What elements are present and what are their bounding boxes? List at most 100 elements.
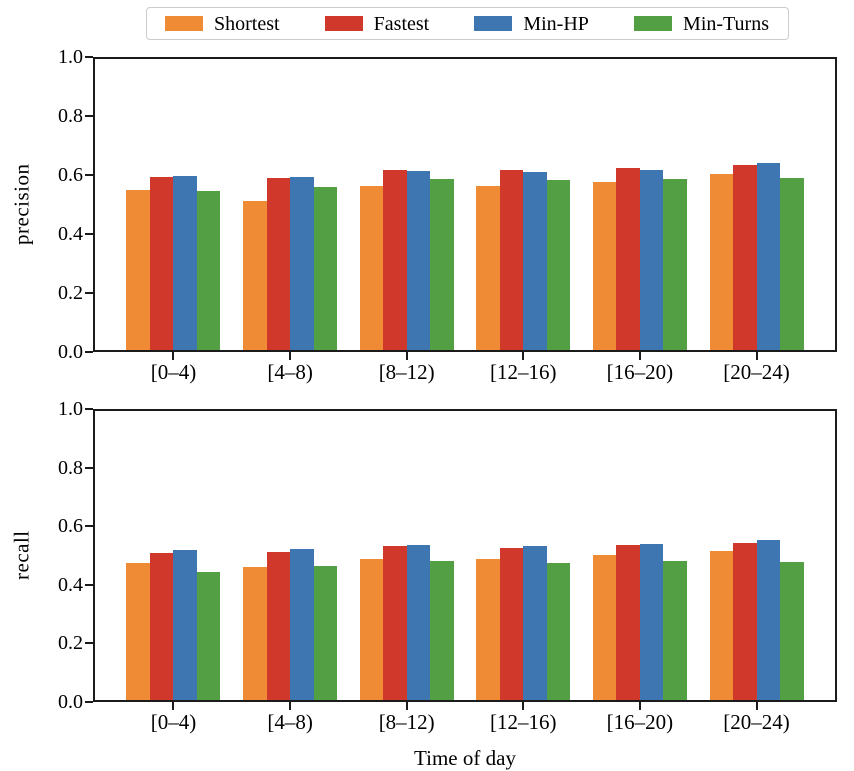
bar-min-hp-[0–4): [173, 550, 197, 700]
y-tick-label: 0.6: [58, 164, 83, 186]
bar-min-turns-[12–16): [546, 562, 571, 700]
bar-shortest-[16–20): [592, 554, 617, 700]
y-tick-mark: [85, 233, 93, 235]
bar-fastest-[12–16): [499, 547, 524, 700]
y-tick-mark: [85, 583, 93, 586]
x-tick-label: [20–24): [723, 710, 790, 734]
bar-min-turns-[0–4): [196, 571, 221, 700]
legend-entry-fastest: Fastest: [324, 12, 430, 35]
x-tick-mark: [172, 702, 175, 710]
x-tick-label: [12–16): [490, 360, 557, 384]
legend-label-fastest: Fastest: [373, 12, 430, 35]
x-tick-label: [16–20): [606, 360, 674, 384]
legend-swatch-min-hp: [474, 16, 513, 31]
legend-swatch-min-turns: [634, 16, 673, 31]
x-tick-label: [4–8): [267, 710, 313, 734]
y-tick-label: 1.0: [58, 398, 83, 420]
recall-plot-area: [93, 409, 837, 702]
bar-group-[12–16): [476, 409, 571, 700]
y-tick-mark: [85, 174, 93, 176]
bar-min-hp-[4–8): [290, 548, 314, 700]
bar-group-[4–8): [243, 57, 338, 350]
legend-entry-min-hp: Min-HP: [474, 14, 589, 34]
bar-min-turns-[4–8): [313, 566, 338, 700]
bar-fastest-[0–4): [149, 553, 174, 700]
bar-min-hp-[8–12): [406, 171, 431, 350]
bar-group-[20–24): [709, 57, 804, 350]
bar-fastest-[4–8): [266, 551, 291, 700]
bar-min-hp-[12–16): [523, 171, 547, 350]
legend-label-min-hp: Min-HP: [523, 12, 589, 35]
bar-fastest-[16–20): [616, 545, 640, 700]
x-tick-mark: [289, 702, 292, 710]
bar-min-hp-[4–8): [290, 176, 314, 350]
y-tick-label: 0.4: [58, 223, 83, 245]
y-tick-label: 0.2: [58, 282, 83, 304]
bar-group-[8–12): [359, 409, 454, 700]
x-tick-label: [12–16): [490, 710, 557, 734]
y-tick-label: 0.0: [58, 691, 83, 713]
x-tick-label: [8–12): [378, 360, 435, 384]
bar-min-turns-[0–4): [196, 191, 221, 350]
x-axis-label-time-of-day: Time of day: [414, 746, 516, 770]
bar-shortest-[12–16): [476, 559, 500, 700]
bar-min-turns-[12–16): [546, 180, 571, 350]
bar-fastest-[20–24): [733, 164, 757, 350]
x-tick-mark: [172, 352, 175, 360]
y-tick-label: 0.8: [58, 456, 83, 479]
y-tick-label: 0.8: [58, 105, 83, 127]
bar-min-turns-[20–24): [780, 561, 804, 700]
y-tick-mark: [85, 701, 93, 703]
y-tick-mark: [85, 642, 93, 645]
legend-label-min-turns: Min-Turns: [683, 12, 769, 35]
legend-entry-shortest: Shortest: [165, 14, 280, 34]
legend-swatch-shortest: [165, 16, 203, 31]
bar-min-hp-[16–20): [639, 169, 664, 350]
legend-entry-min-turns: Min-Turns: [634, 14, 769, 34]
bar-min-hp-[8–12): [406, 544, 431, 700]
legend-swatch-fastest: [324, 16, 363, 31]
x-tick-mark: [755, 352, 758, 360]
x-tick-mark: [405, 702, 408, 710]
bar-shortest-[8–12): [359, 558, 384, 700]
bar-fastest-[12–16): [499, 170, 524, 350]
y-tick-mark: [85, 466, 93, 469]
x-tick-mark: [522, 352, 525, 360]
x-tick-mark: [405, 352, 408, 360]
x-tick-mark: [522, 702, 525, 710]
bar-group-[20–24): [709, 409, 804, 700]
y-tick-label: 1.0: [58, 46, 83, 68]
bar-fastest-[8–12): [383, 546, 407, 700]
bar-group-[4–8): [243, 409, 338, 700]
y-axis-label-recall: recall: [9, 530, 34, 581]
x-tick-mark: [638, 702, 641, 710]
y-tick-mark: [85, 351, 93, 353]
bar-fastest-[16–20): [616, 168, 640, 350]
bar-fastest-[4–8): [266, 177, 291, 350]
x-tick-mark: [289, 352, 292, 360]
bar-group-[8–12): [359, 57, 454, 350]
x-tick-label: [4–8): [267, 360, 313, 384]
bar-fastest-[8–12): [383, 169, 407, 350]
bar-min-turns-[20–24): [780, 178, 804, 350]
y-tick-mark: [85, 115, 93, 117]
bar-min-hp-[20–24): [756, 539, 781, 700]
bar-min-turns-[8–12): [430, 561, 454, 700]
x-tick-mark: [638, 352, 641, 360]
bar-shortest-[8–12): [359, 185, 384, 350]
x-tick-label: [8–12): [378, 710, 435, 734]
y-tick-label: 0.4: [58, 573, 83, 596]
precision-plot-area: [93, 57, 837, 352]
x-tick-label: [0–4): [150, 710, 197, 734]
x-tick-label: [0–4): [150, 360, 197, 384]
bar-group-[16–20): [592, 409, 687, 700]
bar-min-hp-[20–24): [756, 163, 781, 350]
x-tick-label: [16–20): [606, 710, 674, 734]
bar-fastest-[0–4): [149, 177, 174, 350]
bar-shortest-[4–8): [243, 567, 267, 700]
bar-group-[0–4): [126, 409, 221, 700]
bar-shortest-[20–24): [709, 174, 734, 350]
y-tick-label: 0.6: [58, 515, 83, 538]
bar-shortest-[0–4): [126, 563, 150, 700]
bar-shortest-[12–16): [476, 185, 500, 350]
